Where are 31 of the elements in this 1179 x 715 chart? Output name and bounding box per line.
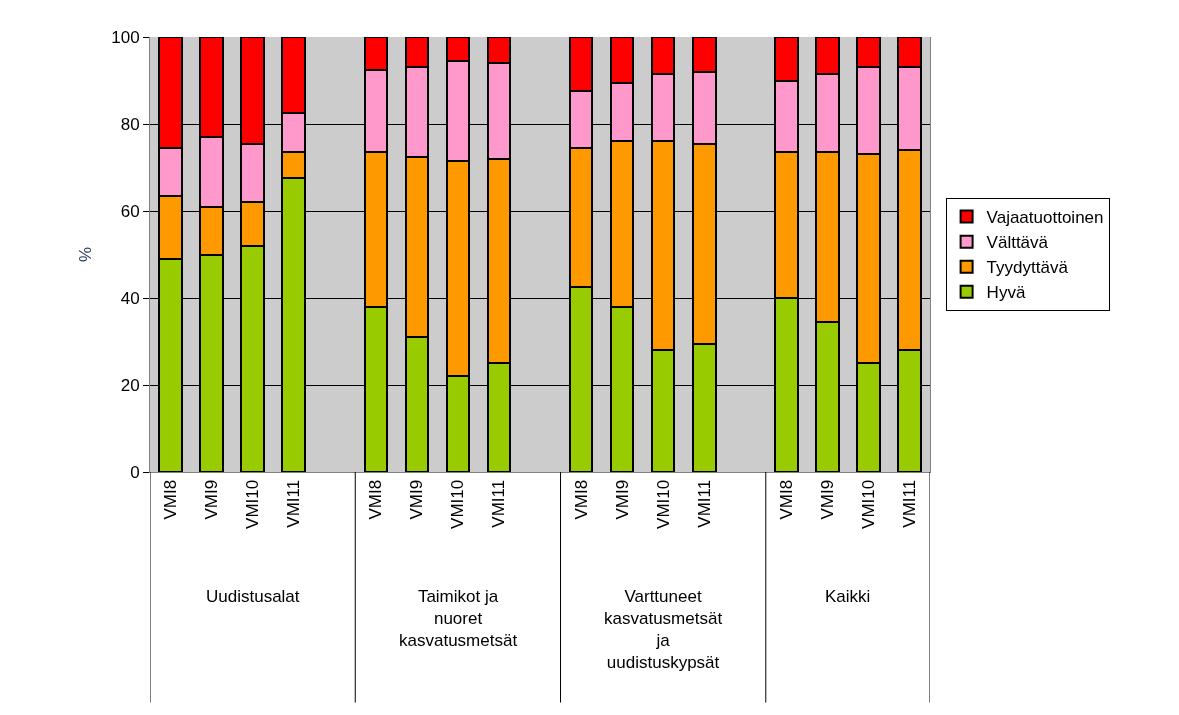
text: Kaikki — [825, 587, 871, 606]
y-tick-label: 100 — [111, 27, 140, 47]
text: Varttuneet kasvatusmetsät ja uudistuskypsät — [604, 587, 723, 673]
x-tick-label: VMI9 — [202, 479, 222, 520]
x-tick-label: VMI8 — [776, 479, 796, 520]
y-axis-title: % — [75, 246, 95, 263]
text: Uudistusalat — [206, 587, 300, 606]
x-tick-label: VMI11 — [489, 479, 509, 528]
x-tick-label: VMI10 — [448, 479, 468, 529]
y-tick-label: 20 — [120, 375, 140, 395]
x-tick-label: VMI8 — [366, 479, 386, 520]
y-tick-label: 60 — [120, 201, 140, 221]
x-tick-label: VMI8 — [571, 479, 591, 520]
x-tick-label: VMI9 — [817, 479, 837, 520]
legend-label: Hyvä — [986, 283, 1026, 303]
x-tick-label: VMI11 — [694, 479, 714, 528]
x-tick-label: VMI9 — [612, 479, 632, 520]
y-tick-label: 80 — [120, 114, 140, 134]
x-tick-label: VMI8 — [161, 479, 181, 520]
legend-label: Tyydyttävä — [986, 258, 1069, 278]
y-tick-label: 0 — [130, 462, 140, 482]
text: Taimikot ja nuoret kasvatusmetsät — [399, 587, 518, 651]
legend-label: Vajaatuottoinen — [986, 208, 1104, 228]
x-tick-label: VMI11 — [284, 479, 304, 528]
y-tick-label: 40 — [120, 288, 140, 308]
x-tick-label: VMI10 — [858, 479, 878, 529]
legend-label: Välttävä — [986, 233, 1049, 253]
x-tick-label: VMI11 — [899, 479, 919, 528]
x-tick-label: VMI10 — [243, 479, 263, 529]
x-tick-label: VMI10 — [653, 479, 673, 529]
x-tick-label: VMI9 — [407, 479, 427, 520]
